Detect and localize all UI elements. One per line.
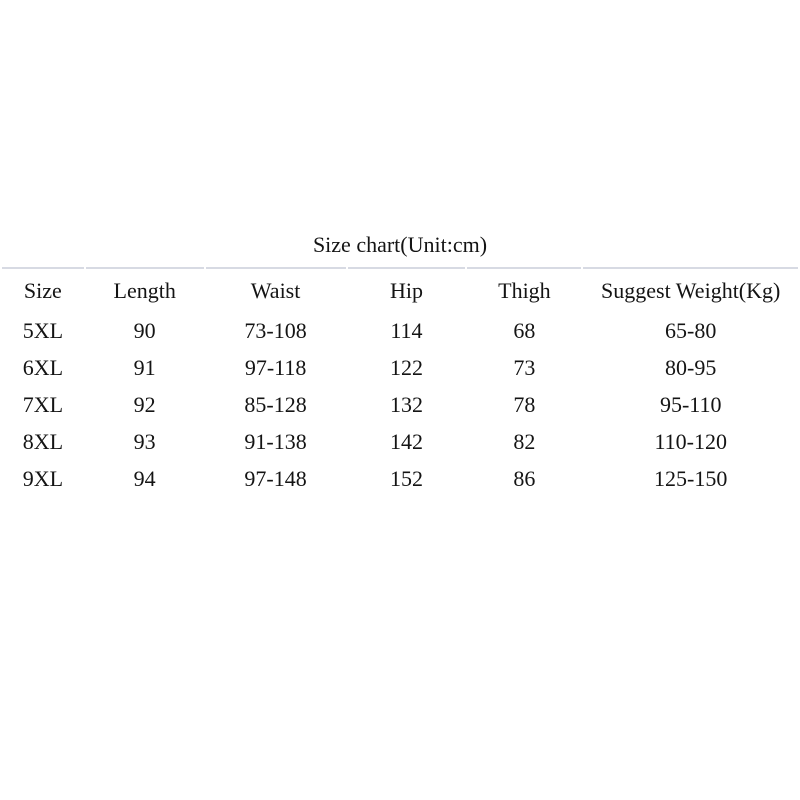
- table-cell: 6XL: [22, 354, 64, 380]
- table-cell: 93: [133, 428, 156, 454]
- table-cell: 110-120: [654, 428, 727, 454]
- table-row-9xl: 9XL 94 97-148 152 86 125-150: [2, 460, 798, 497]
- table-cell: 73: [513, 354, 536, 380]
- table-cell: 152: [389, 465, 423, 491]
- table-row-5xl: 5XL 90 73-108 114 68 65-80: [2, 312, 798, 349]
- table-cell: 80-95: [665, 354, 717, 380]
- table-cell: 82: [513, 428, 536, 454]
- table-cell: 91-138: [244, 428, 307, 454]
- column-header-waist: Waist: [205, 267, 346, 312]
- table-cell: 85-128: [244, 391, 307, 417]
- size-chart-table: Size Length Waist Hip Thigh Suggest Weight(Kg…: [0, 267, 800, 497]
- table-cell: 92: [133, 391, 156, 417]
- table-cell: 94: [133, 465, 156, 491]
- table-row-6xl: 6XL 91 97-118 122 73 80-95: [2, 349, 798, 386]
- table-cell: 78: [513, 391, 536, 417]
- table-cell: 125-150: [654, 465, 728, 491]
- table-row-7xl: 7XL 92 85-128 132 78 95-110: [2, 386, 798, 423]
- column-header-thigh: Thigh: [467, 267, 582, 312]
- table-cell: 86: [513, 465, 536, 491]
- table-cell: 7XL: [22, 391, 64, 417]
- table-cell: 95-110: [659, 391, 722, 417]
- table-cell: 73-108: [244, 317, 307, 343]
- table-cell: 97-118: [244, 354, 307, 380]
- column-header-size: Size: [2, 267, 84, 312]
- table-body: 5XL 90 73-108 114 68 65-80 6XL 91 97-118 122 73 80-…: [2, 312, 798, 497]
- table-cell: 5XL: [22, 317, 64, 343]
- table-cell: 97-148: [244, 465, 307, 491]
- table-cell: 132: [389, 391, 423, 417]
- table-cell: 8XL: [22, 428, 64, 454]
- table-cell: 114: [390, 317, 423, 343]
- table-cell: 122: [389, 354, 423, 380]
- header-row: Size Length Waist Hip Thigh Suggest Weight(Kg…: [2, 267, 798, 312]
- column-header-hip: Hip: [347, 267, 466, 312]
- size-chart-title: Size chart(Unit:cm): [312, 232, 488, 257]
- table-cell: 90: [133, 317, 156, 343]
- column-header-suggest-weight-kg: Suggest Weight(Kg): [583, 267, 798, 312]
- column-header-length: Length: [85, 267, 204, 312]
- table-cell: 65-80: [665, 317, 717, 343]
- table-cell: 142: [389, 428, 423, 454]
- table-cell: 91: [133, 354, 156, 380]
- table-cell: 9XL: [22, 465, 64, 491]
- table-row-8xl: 8XL 93 91-138 142 82 110-120: [2, 423, 798, 460]
- table-cell: 68: [513, 317, 536, 343]
